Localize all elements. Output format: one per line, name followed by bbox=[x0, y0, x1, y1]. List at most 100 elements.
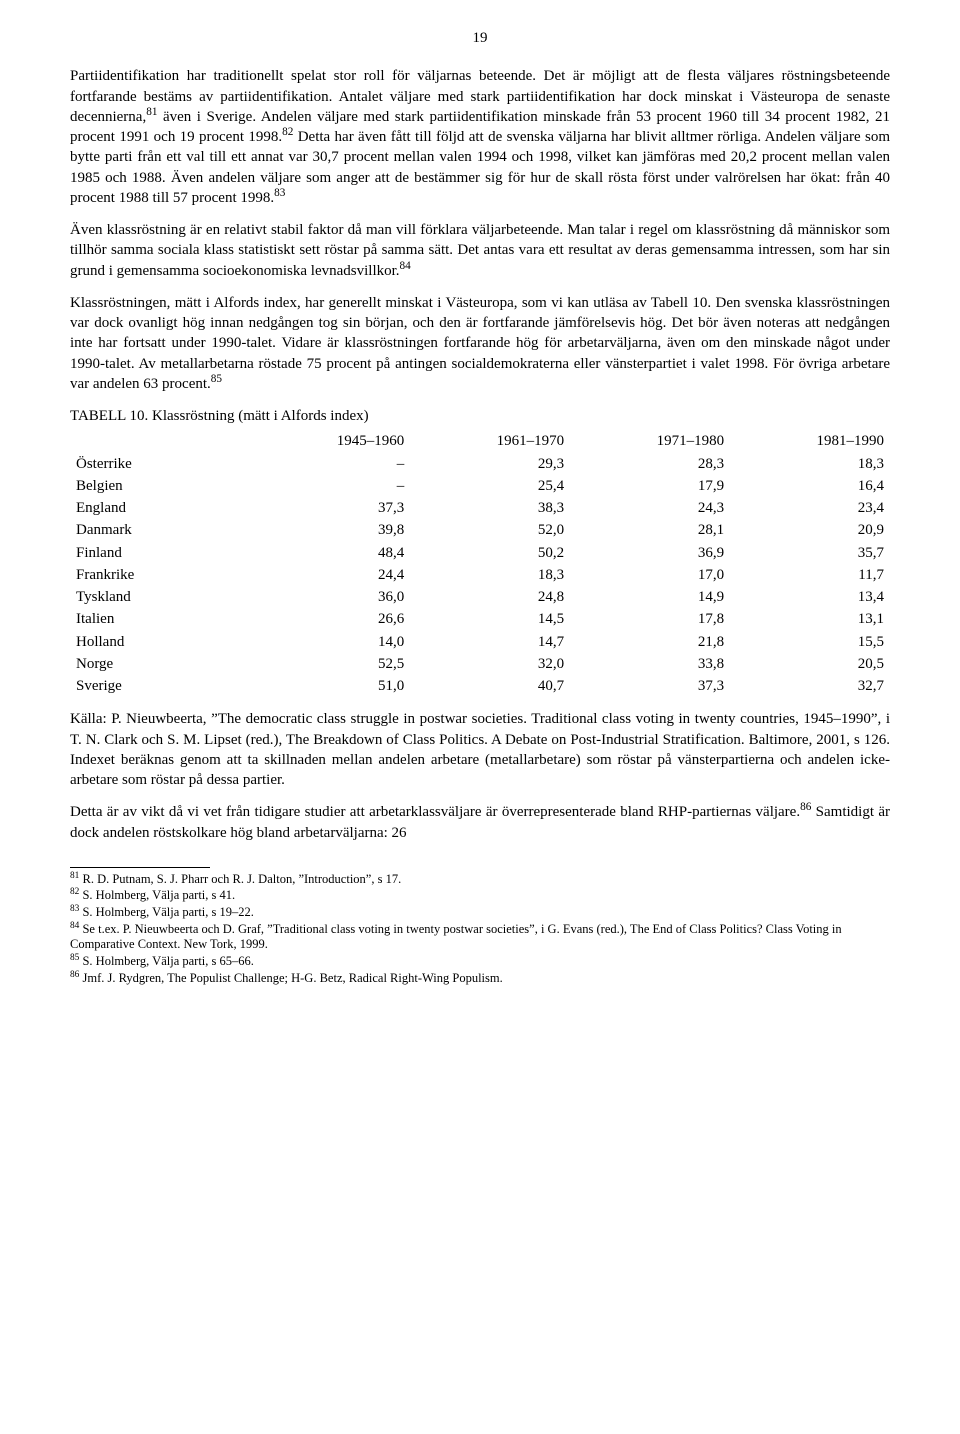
table-cell: 35,7 bbox=[730, 542, 890, 564]
table-cell: Frankrike bbox=[70, 564, 250, 586]
text: Klassröstningen, mätt i Alfords index, h… bbox=[70, 295, 890, 392]
table-cell: 26,6 bbox=[250, 608, 410, 630]
table-cell: 17,8 bbox=[570, 608, 730, 630]
table-header-row: 1945–1960 1961–1970 1971–1980 1981–1990 bbox=[70, 430, 890, 452]
footnotes-divider bbox=[70, 867, 210, 868]
table-cell: England bbox=[70, 497, 250, 519]
table-row: Norge52,532,033,820,5 bbox=[70, 653, 890, 675]
table-cell: Belgien bbox=[70, 475, 250, 497]
footnote-ref-82: 82 bbox=[282, 126, 293, 138]
table-cell: 18,3 bbox=[730, 453, 890, 475]
table-cell: 14,5 bbox=[410, 608, 570, 630]
table-cell: 14,7 bbox=[410, 631, 570, 653]
footnote-text: Jmf. J. Rydgren, The Populist Challenge;… bbox=[82, 971, 502, 985]
table-cell: Finland bbox=[70, 542, 250, 564]
footnote-text: S. Holmberg, Välja parti, s 41. bbox=[82, 888, 235, 902]
table-cell: 52,5 bbox=[250, 653, 410, 675]
table-cell: 36,0 bbox=[250, 586, 410, 608]
table-cell: 48,4 bbox=[250, 542, 410, 564]
table-cell: 16,4 bbox=[730, 475, 890, 497]
table-cell: 24,3 bbox=[570, 497, 730, 519]
table-cell: 29,3 bbox=[410, 453, 570, 475]
table-cell: 37,3 bbox=[570, 675, 730, 697]
table-row: Holland14,014,721,815,5 bbox=[70, 631, 890, 653]
footnote-text: Se t.ex. P. Nieuwbeerta och D. Graf, ”Tr… bbox=[70, 922, 842, 952]
table-cell: Danmark bbox=[70, 519, 250, 541]
table-cell: 40,7 bbox=[410, 675, 570, 697]
footnote-num: 86 bbox=[70, 969, 79, 979]
table-cell: 25,4 bbox=[410, 475, 570, 497]
source-paragraph: Källa: P. Nieuwbeerta, ”The democratic c… bbox=[70, 709, 890, 790]
table-cell: Österrike bbox=[70, 453, 250, 475]
table-cell: 14,9 bbox=[570, 586, 730, 608]
table-cell: 11,7 bbox=[730, 564, 890, 586]
table-cell: Holland bbox=[70, 631, 250, 653]
table-cell: Norge bbox=[70, 653, 250, 675]
footnote-ref-85: 85 bbox=[211, 373, 222, 385]
col-header bbox=[70, 430, 250, 452]
footnote-num: 85 bbox=[70, 953, 79, 963]
table-cell: Tyskland bbox=[70, 586, 250, 608]
table-cell: – bbox=[250, 475, 410, 497]
body-paragraph-5: Detta är av vikt då vi vet från tidigare… bbox=[70, 802, 890, 843]
footnote-ref-83: 83 bbox=[274, 187, 285, 199]
table-row: Italien26,614,517,813,1 bbox=[70, 608, 890, 630]
footnote-num: 84 bbox=[70, 920, 79, 930]
footnote-text: S. Holmberg, Välja parti, s 19–22. bbox=[82, 905, 253, 919]
table-row: Österrike–29,328,318,3 bbox=[70, 453, 890, 475]
table-cell: 32,7 bbox=[730, 675, 890, 697]
footnote-ref-84: 84 bbox=[400, 260, 411, 272]
table-row: Sverige51,040,737,332,7 bbox=[70, 675, 890, 697]
table-cell: 32,0 bbox=[410, 653, 570, 675]
table-cell: – bbox=[250, 453, 410, 475]
table-cell: Sverige bbox=[70, 675, 250, 697]
text: Detta är av vikt då vi vet från tidigare… bbox=[70, 804, 800, 820]
table-cell: 51,0 bbox=[250, 675, 410, 697]
footnote-text: S. Holmberg, Välja parti, s 65–66. bbox=[82, 954, 253, 968]
table-cell: 20,9 bbox=[730, 519, 890, 541]
footnote-ref-81: 81 bbox=[146, 106, 157, 118]
table-cell: 21,8 bbox=[570, 631, 730, 653]
table-cell: 39,8 bbox=[250, 519, 410, 541]
footnote: 83 S. Holmberg, Välja parti, s 19–22. bbox=[70, 905, 890, 921]
body-paragraph-1: Partiidentifikation har traditionellt sp… bbox=[70, 66, 890, 208]
table-cell: 50,2 bbox=[410, 542, 570, 564]
table-row: Belgien–25,417,916,4 bbox=[70, 475, 890, 497]
table-cell: 28,3 bbox=[570, 453, 730, 475]
col-header: 1945–1960 bbox=[250, 430, 410, 452]
footnote-num: 83 bbox=[70, 904, 79, 914]
footnote-text: R. D. Putnam, S. J. Pharr och R. J. Dalt… bbox=[82, 872, 401, 886]
table-row: Danmark39,852,028,120,9 bbox=[70, 519, 890, 541]
table-cell: 24,8 bbox=[410, 586, 570, 608]
footnote: 86 Jmf. J. Rydgren, The Populist Challen… bbox=[70, 971, 890, 987]
text: Även klassröstning är en relativt stabil… bbox=[70, 222, 890, 279]
table-cell: 13,4 bbox=[730, 586, 890, 608]
table-cell: 52,0 bbox=[410, 519, 570, 541]
table-cell: 23,4 bbox=[730, 497, 890, 519]
footnote-ref-86: 86 bbox=[800, 801, 811, 813]
table-row: England37,338,324,323,4 bbox=[70, 497, 890, 519]
table-cell: 17,9 bbox=[570, 475, 730, 497]
page-number: 19 bbox=[70, 28, 890, 48]
table-cell: 18,3 bbox=[410, 564, 570, 586]
table-cell: 15,5 bbox=[730, 631, 890, 653]
table-cell: 24,4 bbox=[250, 564, 410, 586]
table-cell: 17,0 bbox=[570, 564, 730, 586]
col-header: 1961–1970 bbox=[410, 430, 570, 452]
table-cell: 14,0 bbox=[250, 631, 410, 653]
table-cell: 13,1 bbox=[730, 608, 890, 630]
class-voting-table: 1945–1960 1961–1970 1971–1980 1981–1990 … bbox=[70, 430, 890, 697]
footnote: 81 R. D. Putnam, S. J. Pharr och R. J. D… bbox=[70, 872, 890, 888]
table-row: Frankrike24,418,317,011,7 bbox=[70, 564, 890, 586]
footnote: 82 S. Holmberg, Välja parti, s 41. bbox=[70, 888, 890, 904]
body-paragraph-3: Klassröstningen, mätt i Alfords index, h… bbox=[70, 293, 890, 394]
col-header: 1971–1980 bbox=[570, 430, 730, 452]
table-cell: 36,9 bbox=[570, 542, 730, 564]
footnote: 84 Se t.ex. P. Nieuwbeerta och D. Graf, … bbox=[70, 922, 890, 953]
table-cell: 28,1 bbox=[570, 519, 730, 541]
table-cell: 20,5 bbox=[730, 653, 890, 675]
table-cell: 33,8 bbox=[570, 653, 730, 675]
table-row: Tyskland36,024,814,913,4 bbox=[70, 586, 890, 608]
table-cell: 37,3 bbox=[250, 497, 410, 519]
table-row: Finland48,450,236,935,7 bbox=[70, 542, 890, 564]
